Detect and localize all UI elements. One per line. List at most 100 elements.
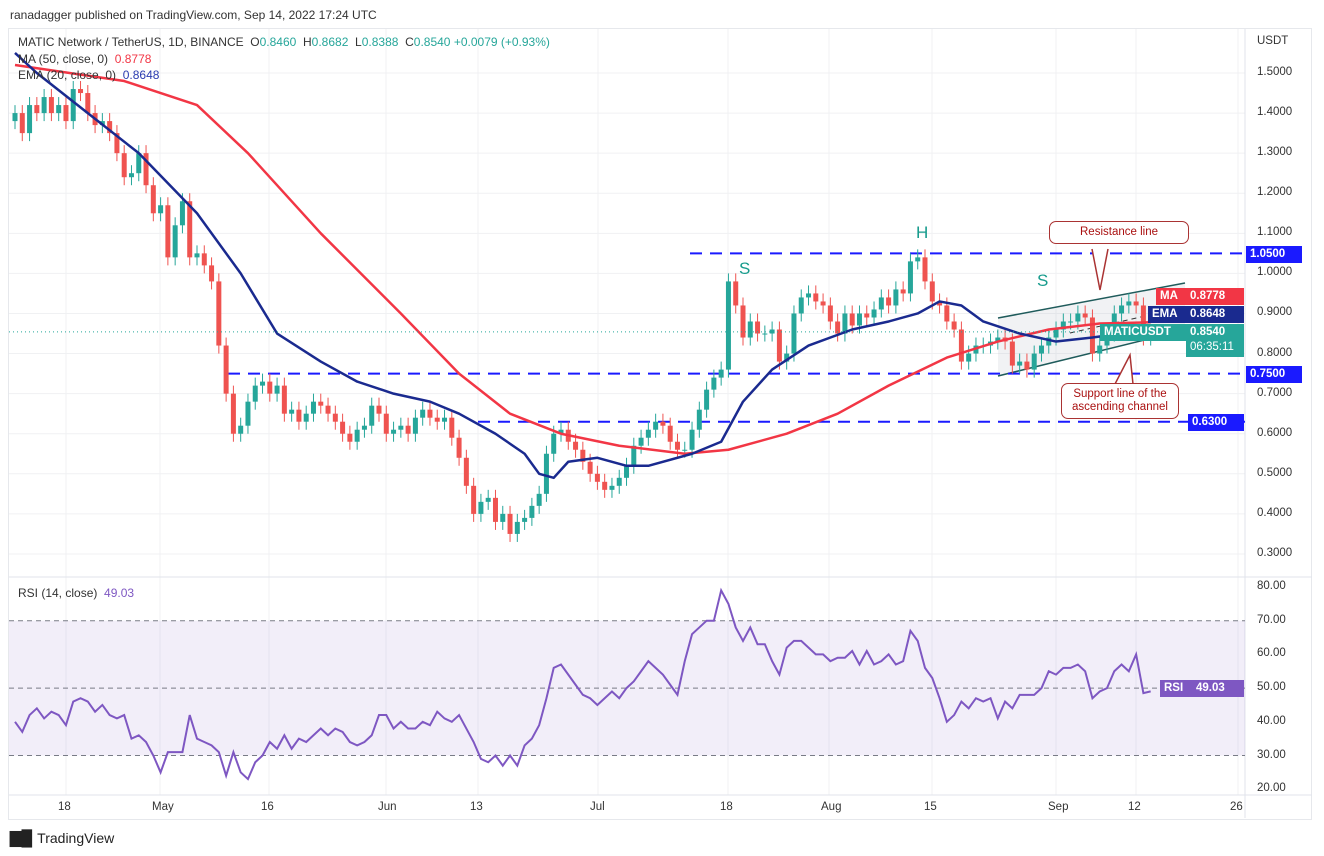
ema20-line (14, 52, 1151, 480)
price-tick: 0.4000 (1257, 506, 1293, 519)
resistance-line (997, 282, 1186, 319)
tv-logo-icon: ▇█ (10, 830, 33, 847)
candle-body (194, 253, 200, 258)
candle-body (514, 521, 520, 534)
time-tick: Sep (1048, 801, 1069, 813)
change-value: +0.0079 (+0.93%) (453, 35, 550, 49)
last-price: 0.8540 (1190, 326, 1226, 338)
candle-body (187, 201, 193, 258)
ma-value: 0.8778 (114, 52, 152, 66)
time-tick: Aug (821, 801, 842, 813)
pattern-head: H (916, 223, 929, 242)
candle-body (616, 477, 622, 486)
ema-value: 0.8648 (122, 68, 160, 82)
candle-body (340, 421, 346, 434)
candle-body (252, 385, 258, 402)
candle-body (864, 313, 870, 318)
candle-body (1038, 345, 1044, 354)
candle-body (1097, 345, 1103, 354)
tradingview-logo[interactable]: ▇█ TradingView (10, 829, 114, 847)
candle-body (696, 409, 702, 430)
ema-legend[interactable]: EMA (20, close, 0) 0.8648 (18, 68, 159, 82)
price-tick: 1.5000 (1257, 66, 1293, 78)
rsi-tick: 40.00 (1257, 714, 1286, 727)
candle-body (733, 281, 739, 306)
candle-body (281, 385, 287, 414)
candle-body (165, 205, 171, 258)
price-tick: 0.6000 (1257, 426, 1293, 439)
ma-legend[interactable]: MA (50, close, 0) 0.8778 (18, 52, 151, 66)
candle-body (594, 473, 600, 482)
low-value: 0.8388 (361, 35, 399, 49)
symbol-legend: MATIC Network / TetherUS, 1D, BINANCE O0… (18, 35, 550, 49)
level-badge-0630: 0.6300 (1188, 414, 1244, 431)
candle-body (318, 401, 324, 406)
candle-body (179, 201, 185, 226)
price-tick: 1.1000 (1257, 226, 1293, 239)
candle-body (449, 417, 455, 438)
rsi-tick: 30.00 (1257, 748, 1286, 761)
open-value: 0.8460 (259, 35, 297, 49)
price-tick: 1.2000 (1257, 186, 1293, 199)
candle-body (842, 313, 848, 334)
candle-body (558, 429, 564, 434)
currency-label: USDT (1257, 35, 1289, 47)
rsi-tick: 60.00 (1257, 647, 1286, 660)
candle-body (1031, 353, 1037, 370)
candle-body (1082, 313, 1088, 318)
price-tick: 1.0000 (1257, 266, 1293, 279)
time-tick: Jul (590, 801, 605, 813)
candle-body (900, 289, 906, 294)
symbol-tag: MATICUSDT (1100, 324, 1186, 341)
bar-countdown: 06:35:11 (1190, 341, 1234, 353)
time-tick: May (152, 801, 174, 813)
candle-body (143, 153, 149, 186)
candle-body (325, 405, 331, 414)
candle-body (48, 97, 54, 114)
candle-body (383, 413, 389, 434)
symbol-title: MATIC Network / TetherUS, 1D, BINANCE (18, 35, 244, 49)
candle-body (995, 337, 1001, 342)
candle-body (798, 297, 804, 314)
candle-body (624, 465, 630, 478)
candle-body (878, 297, 884, 310)
close-label: C (405, 35, 414, 49)
candle-body (536, 493, 542, 506)
rsi-line (14, 587, 1151, 781)
candle-body (12, 113, 18, 122)
candle-body (500, 513, 506, 522)
close-value: 0.8540 (413, 35, 451, 49)
ema-tag: EMA (1148, 306, 1186, 323)
candle-body (442, 417, 448, 422)
time-tick: 12 (1128, 801, 1141, 813)
candle-body (209, 265, 215, 282)
candle-body (427, 409, 433, 418)
rsi-value: 49.03 (104, 586, 135, 600)
candle-body (522, 517, 528, 522)
time-tick: 13 (470, 801, 483, 813)
candle-body (711, 377, 717, 390)
candle-body (784, 353, 790, 362)
candle-body (492, 497, 498, 522)
candle-body (871, 309, 877, 318)
candle-body (958, 329, 964, 362)
time-tick: 18 (720, 801, 733, 813)
candle-body (543, 453, 549, 494)
rsi-legend[interactable]: RSI (14, close) 49.03 (18, 586, 134, 600)
price-tick: 0.7000 (1257, 386, 1293, 399)
candle-body (412, 417, 418, 434)
candle-body (1126, 301, 1132, 306)
resistance-pointer (1091, 248, 1109, 291)
candle-body (1024, 361, 1030, 370)
candle-body (682, 449, 688, 451)
candle-body (41, 97, 47, 114)
candle-body (296, 409, 302, 422)
price-tick: 0.5000 (1257, 466, 1293, 479)
open-label: O (250, 35, 260, 49)
candle-body (667, 425, 673, 442)
high-label: H (303, 35, 312, 49)
candle-body (391, 429, 397, 434)
candle-body (310, 401, 316, 414)
candle-body (1017, 361, 1023, 366)
